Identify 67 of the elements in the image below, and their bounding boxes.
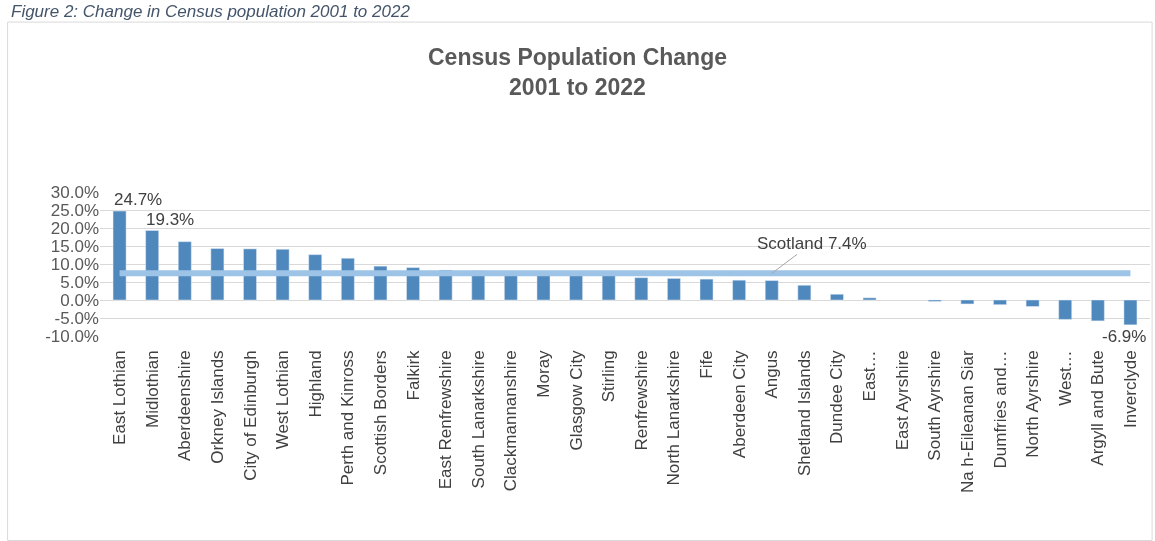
bar [993,299,1007,305]
bar [569,274,583,301]
y-tick-label: 15.0% [50,236,99,256]
x-tick-label: South Lanarkshire [468,350,488,489]
x-tick-label: City of Edinburgh [240,350,260,481]
x-tick-label: South Ayrshire [925,350,945,461]
x-tick-label: West… [1055,350,1075,406]
y-tick-label: 30.0% [50,182,99,202]
x-tick-label: East… [860,350,880,402]
bar [1025,299,1040,307]
x-tick-label: Scottish Borders [370,350,390,476]
caption: Figure 2: Change in Census population 2001 to 2022 [11,2,411,21]
x-tick-label: Angus [762,350,782,399]
x-tick-label: Falkirk [403,349,423,401]
x-tick-label: Perth and Kinross [338,350,358,486]
bar [112,210,127,301]
x-tick-label: North Ayrshire [1023,350,1043,458]
x-tick-label: Moray [534,349,554,398]
x-tick-label: Dundee City [827,349,847,444]
y-tick-label: 5.0% [60,272,99,292]
x-tick-label: East Lothian [110,350,130,445]
x-tick-label: Renfrewshire [631,350,651,451]
ref-line-label: Scotland 7.4% [757,234,867,253]
x-tick-label: Midlothian [142,350,162,428]
x-tick-label: Aberdeen City [729,349,749,459]
bar [699,278,714,301]
y-tick-label: 10.0% [50,254,99,274]
y-tick-label: 20.0% [50,218,99,238]
x-tick-label: Glasgow City [566,349,586,451]
bar [601,275,616,301]
bar [1058,299,1072,320]
y-tick-label: 0.0% [60,290,99,310]
x-tick-label: Highland [305,350,325,418]
chart-title: Census Population Change 2001 to 2022 [427,43,728,100]
bar [764,280,779,301]
bar [1091,299,1105,322]
x-tick-label: Orkney Islands [207,350,227,464]
bar [1123,299,1138,326]
x-tick-label: Shetland Islands [794,350,814,477]
data-label: 19.3% [146,210,195,229]
bar [732,279,746,301]
data-label: -6.9% [1102,327,1147,346]
bar [830,293,844,301]
x-tick-label: Inverclyde [1120,350,1140,428]
y-tick-label: -5.0% [54,308,99,328]
x-tick-label: Aberdeenshire [175,350,195,461]
x-tick-label: Dumfries and… [990,350,1010,469]
bar [960,299,975,305]
bar [667,278,681,301]
bar [634,277,649,301]
data-label: 24.7% [114,190,163,209]
x-tick-label: Stirling [599,350,619,403]
bar [536,274,551,301]
x-tick-label: West Lothian [273,350,293,450]
x-tick-label: East Ayrshire [892,350,912,451]
x-tick-label: Fife [697,350,717,379]
y-tick-label: -10.0% [45,326,99,346]
y-tick-label: 25.0% [50,200,99,220]
bar [504,273,518,301]
x-tick-label: Argyll and Bute [1088,350,1108,466]
bar [145,230,159,301]
bar [862,297,877,301]
x-tick-label: East Renfrewshire [436,350,456,490]
x-tick-label: North Lanarkshire [664,350,684,486]
x-tick-label: Na h-Eileanan Siar [957,350,977,494]
x-tick-label: Clackmannanshire [501,350,521,492]
bar [797,284,812,301]
